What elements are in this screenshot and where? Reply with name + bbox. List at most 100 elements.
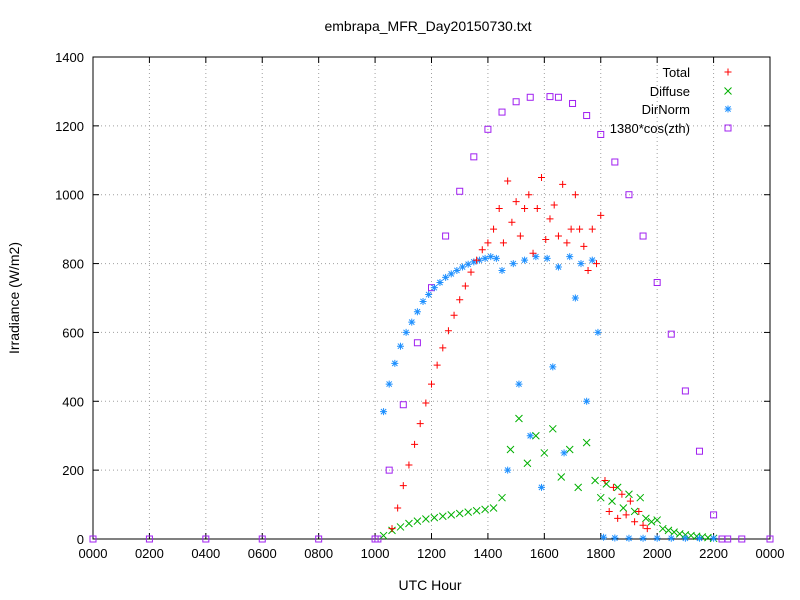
point-diffuse	[608, 497, 616, 505]
point-total	[567, 225, 575, 233]
point-dirnorm	[538, 483, 546, 491]
x-tick-label: 0200	[135, 546, 164, 561]
point-total	[533, 204, 541, 212]
x-tick-label: 0000	[79, 546, 108, 561]
point-diffuse	[481, 505, 489, 514]
point-dirnorm	[710, 534, 718, 542]
point-total	[499, 239, 507, 247]
point-dirnorm	[521, 256, 529, 264]
x-tick-labels: 0000 0200 0400 0600 0800 1000 1200 1400 1600 1800…	[79, 546, 785, 561]
x-tick-label: 1800	[586, 546, 615, 561]
point-diffuse	[625, 490, 633, 499]
point-diffuse	[489, 504, 498, 512]
legend-symbol-diffuse	[724, 87, 732, 95]
point-dirnorm	[526, 432, 534, 440]
point-1380-cos-zth	[315, 535, 323, 543]
point-dirnorm	[653, 534, 661, 542]
point-dirnorm	[470, 258, 478, 266]
point-total	[631, 518, 639, 526]
point-diffuse	[670, 528, 678, 536]
point-diffuse	[664, 526, 673, 535]
point-total	[643, 525, 651, 533]
point-1380-cos-zth	[202, 535, 210, 543]
point-diffuse	[430, 513, 439, 522]
point-1380-cos-zth	[653, 279, 661, 287]
point-1380-cos-zth	[583, 112, 591, 120]
point-diffuse	[422, 515, 430, 523]
point-total	[546, 215, 554, 223]
point-dirnorm	[667, 534, 675, 542]
point-dirnorm	[600, 533, 608, 541]
point-dirnorm	[459, 263, 467, 271]
point-1380-cos-zth	[442, 232, 450, 240]
point-dirnorm	[695, 534, 703, 542]
point-total	[504, 177, 512, 185]
point-1380-cos-zth	[667, 330, 675, 338]
point-total	[399, 482, 407, 490]
y-tick-label: 800	[62, 257, 84, 272]
point-total	[433, 361, 441, 369]
point-total	[405, 461, 413, 469]
legend-label-total: Total	[663, 65, 691, 80]
point-total	[639, 521, 647, 529]
point-diffuse	[630, 507, 639, 516]
point-1380-cos-zth	[766, 535, 774, 543]
point-diffuse	[472, 506, 481, 515]
legend-marker-diffuse	[724, 87, 732, 95]
point-total	[508, 218, 516, 226]
point-total	[439, 344, 447, 352]
point-total	[529, 249, 537, 257]
point-dirnorm	[436, 279, 444, 287]
plot-area	[89, 93, 774, 543]
point-1380-cos-zth	[512, 98, 520, 106]
point-dirnorm	[453, 266, 461, 274]
point-diffuse	[405, 519, 413, 528]
x-tick-label: 2000	[643, 546, 672, 561]
point-total	[609, 483, 617, 491]
point-dirnorm	[554, 263, 562, 271]
point-total	[588, 225, 596, 233]
legend-marker-total	[724, 68, 732, 76]
x-tick-label: 2200	[699, 546, 728, 561]
legend-label-dirnorm: DirNorm	[642, 102, 690, 117]
point-diffuse	[532, 431, 540, 440]
point-diffuse	[636, 493, 645, 502]
legend-symbol-1380-cos-zth	[724, 124, 732, 132]
point-dirnorm	[492, 254, 500, 262]
point-dirnorm	[515, 380, 523, 388]
x-tick-label: 0800	[304, 546, 333, 561]
point-total	[490, 225, 498, 233]
point-dirnorm	[413, 308, 421, 316]
point-diffuse	[647, 517, 656, 526]
point-total	[605, 507, 613, 515]
x-tick-label: 1000	[361, 546, 390, 561]
point-total	[563, 239, 571, 247]
point-diffuse	[565, 445, 574, 454]
point-diffuse	[540, 449, 549, 457]
point-1380-cos-zth	[484, 125, 492, 133]
point-diffuse	[642, 514, 650, 523]
point-total	[559, 180, 567, 188]
point-diffuse	[619, 504, 628, 512]
legend-symbol-total	[724, 68, 732, 76]
legend-label-diffuse: Diffuse	[650, 84, 690, 99]
point-total	[478, 246, 486, 254]
legend-marker-cos-zth	[724, 124, 732, 132]
point-dirnorm	[543, 254, 551, 262]
point-1380-cos-zth	[569, 99, 577, 107]
x-tick-label: 0000	[756, 546, 785, 561]
point-dirnorm	[385, 380, 393, 388]
point-diffuse	[413, 517, 422, 525]
point-dirnorm	[408, 318, 416, 326]
point-1380-cos-zth	[639, 232, 647, 240]
point-total	[635, 507, 643, 515]
point-diffuse	[613, 483, 622, 492]
point-total	[580, 242, 588, 250]
point-1380-cos-zth	[681, 387, 689, 395]
point-dirnorm	[402, 328, 410, 336]
point-total	[626, 497, 634, 505]
y-tick-label: 200	[62, 463, 84, 478]
point-dirnorm	[391, 359, 399, 367]
point-1380-cos-zth	[145, 535, 153, 543]
point-1380-cos-zth	[724, 535, 732, 543]
